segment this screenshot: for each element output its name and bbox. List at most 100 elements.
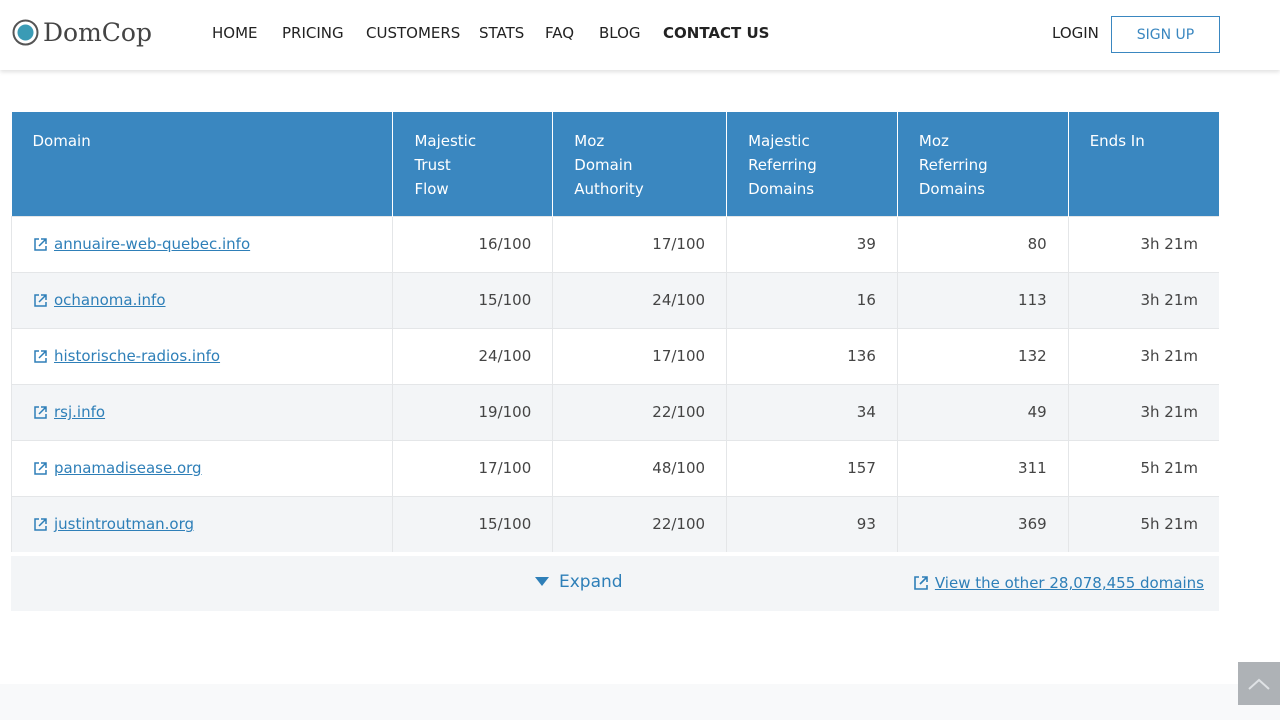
domain-link[interactable]: historische-radios.info [54, 347, 221, 365]
cell-value: 24/100 [652, 291, 706, 309]
domain-link[interactable]: ochanoma.info [54, 291, 166, 309]
domain-link[interactable]: rsj.info [54, 403, 106, 421]
cell: 15/100 [392, 271, 553, 328]
domain-cell: annuaire-web-quebec.info [33, 235, 371, 253]
cell-value: 15/100 [478, 515, 532, 534]
cell-value: 3h 21m [1140, 235, 1198, 253]
cell-value: 24/100 [478, 347, 532, 365]
up-icon [1248, 678, 1270, 690]
column-label: Majestic Trust Flow [414, 132, 477, 198]
cell: 22/100 [552, 495, 727, 552]
domain-link[interactable]: annuaire-web-quebec.info [54, 235, 251, 253]
link-icon [34, 293, 47, 307]
cell: 15/100 [392, 495, 553, 552]
cell-value: 19/100 [478, 403, 532, 421]
cell: 369 [896, 495, 1069, 552]
signup-button[interactable]: SIGN UP [1111, 16, 1220, 53]
view-other[interactable]: View the other 28,078,455 domains [913, 574, 1204, 592]
cell-value: 5h 21m [1140, 515, 1198, 534]
cell: 39 [726, 215, 898, 272]
cell: 17/100 [552, 327, 727, 384]
cell-value: 22/100 [652, 403, 706, 421]
cell: 5h 21m [1067, 495, 1219, 552]
cell: annuaire-web-quebec.info [10, 215, 393, 272]
nav-item[interactable]: STATS [479, 24, 525, 42]
cell: 34 [726, 383, 898, 440]
cell: 48/100 [552, 439, 727, 496]
cell: 132 [896, 327, 1069, 384]
cell-value: 3h 21m [1140, 403, 1198, 421]
cell-value: 22/100 [652, 515, 706, 534]
nav-item[interactable]: FAQ [545, 24, 575, 42]
cell-value: 49 [1027, 403, 1047, 421]
link-icon [34, 518, 47, 531]
cell: 3h 21m [1067, 383, 1219, 440]
row: annuaire-web-quebec.info 16/100 17/100 39 80… [10, 215, 1219, 272]
expand[interactable]: Expand [535, 572, 623, 592]
header: DomCop HOME PRICING CUSTOMERS STATS FAQ BLOG C… [0, 0, 1280, 70]
column-label: Moz Referring Domains [918, 132, 988, 198]
domain-link[interactable]: justintroutman.org [54, 515, 195, 534]
row: ochanoma.info 15/100 24/100 16 113 3h 21m [10, 271, 1219, 328]
cell-value: 132 [1018, 347, 1047, 365]
cell: justintroutman.org [10, 495, 393, 552]
cell: rsj.info [10, 383, 393, 440]
link-icon [34, 349, 47, 363]
cell: 16/100 [392, 215, 553, 272]
cell: 24/100 [552, 271, 727, 328]
nav-item[interactable]: HOME [212, 24, 258, 42]
cell-value: 48/100 [652, 459, 706, 477]
logo[interactable]: DomCop [12, 18, 152, 47]
cell: 5h 21m [1067, 439, 1219, 496]
cell: 17/100 [552, 215, 727, 272]
nav-item[interactable]: CONTACT US [663, 24, 770, 42]
login[interactable]: LOGIN [1052, 24, 1099, 42]
cell-value: 34 [856, 403, 876, 421]
cell: 3h 21m [1067, 271, 1219, 328]
cell-value: 17/100 [652, 347, 706, 365]
nav-item[interactable]: BLOG [599, 24, 641, 42]
cell: 157 [726, 439, 898, 496]
cell: 16 [726, 271, 898, 328]
nav-item[interactable]: CUSTOMERS [366, 24, 461, 42]
footer [0, 684, 1280, 720]
link-icon [914, 576, 928, 590]
domain-cell: historische-radios.info [33, 347, 371, 365]
cell-value: 17/100 [478, 459, 532, 477]
domain-cell: rsj.info [33, 403, 371, 421]
cell: 3h 21m [1067, 327, 1219, 384]
cell: 49 [896, 383, 1069, 440]
cell: 93 [726, 495, 898, 552]
cell: 311 [896, 439, 1069, 496]
row: panamadisease.org 17/100 48/100 157 311 5h 21… [10, 439, 1219, 496]
column-label: Ends In [1089, 132, 1145, 150]
cell-value: 113 [1018, 291, 1047, 309]
column-header: Moz Referring Domains [896, 112, 1069, 216]
cell: ochanoma.info [10, 271, 393, 328]
domain-cell: panamadisease.org [33, 459, 371, 477]
cell: 22/100 [552, 383, 727, 440]
cell: 3h 21m [1067, 215, 1219, 272]
column-label: Majestic Referring Domains [748, 132, 817, 198]
cell-value: 3h 21m [1140, 347, 1198, 365]
logo-icon [12, 19, 39, 46]
link-icon [34, 237, 47, 251]
cell: 19/100 [392, 383, 553, 440]
nav-item[interactable]: PRICING [282, 24, 344, 42]
cell: panamadisease.org [10, 439, 393, 496]
cell-value: 136 [847, 347, 876, 365]
domain-cell: ochanoma.info [33, 291, 371, 309]
cell: 17/100 [392, 439, 553, 496]
domain-link[interactable]: panamadisease.org [54, 459, 202, 477]
caret [535, 577, 549, 586]
cell-value: 16 [856, 291, 876, 309]
domain-cell: justintroutman.org [33, 515, 371, 533]
view-other-link[interactable]: View the other 28,078,455 domains [934, 574, 1204, 592]
column-header: Majestic Referring Domains [726, 112, 898, 216]
cell-value: 5h 21m [1140, 459, 1198, 477]
cell-value: 80 [1027, 235, 1047, 253]
cell-value: 16/100 [478, 235, 532, 253]
scroll-top[interactable] [1238, 662, 1280, 705]
link-icon [34, 461, 47, 475]
